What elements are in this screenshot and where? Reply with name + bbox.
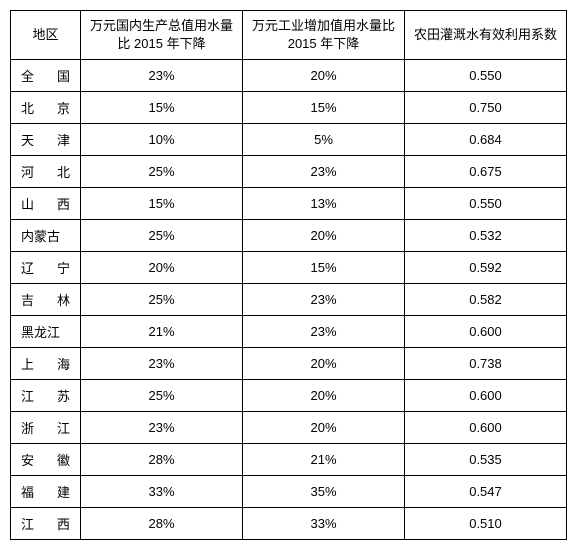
cell-gdp-water: 21% [81,316,243,348]
cell-industry-water: 20% [243,380,405,412]
cell-irrigation-coef: 0.684 [405,124,567,156]
cell-region: 河北 [11,156,81,188]
cell-industry-water: 23% [243,284,405,316]
table-row: 上海23%20%0.738 [11,348,567,380]
cell-industry-water: 33% [243,508,405,540]
table-row: 福建33%35%0.547 [11,476,567,508]
cell-gdp-water: 25% [81,284,243,316]
water-usage-table: 地区 万元国内生产总值用水量比 2015 年下降 万元工业增加值用水量比 201… [10,10,567,540]
cell-industry-water: 13% [243,188,405,220]
cell-region: 福建 [11,476,81,508]
col-irrigation-coef: 农田灌溉水有效利用系数 [405,11,567,60]
table-row: 全国23%20%0.550 [11,60,567,92]
cell-industry-water: 15% [243,252,405,284]
table-row: 河北25%23%0.675 [11,156,567,188]
cell-gdp-water: 25% [81,220,243,252]
cell-gdp-water: 10% [81,124,243,156]
cell-industry-water: 20% [243,412,405,444]
cell-region: 浙江 [11,412,81,444]
cell-gdp-water: 28% [81,508,243,540]
cell-region: 黑龙江 [11,316,81,348]
cell-industry-water: 21% [243,444,405,476]
cell-irrigation-coef: 0.600 [405,316,567,348]
cell-irrigation-coef: 0.738 [405,348,567,380]
table-header-row: 地区 万元国内生产总值用水量比 2015 年下降 万元工业增加值用水量比 201… [11,11,567,60]
table-row: 江西28%33%0.510 [11,508,567,540]
cell-irrigation-coef: 0.600 [405,412,567,444]
cell-region: 天津 [11,124,81,156]
cell-gdp-water: 23% [81,348,243,380]
cell-irrigation-coef: 0.550 [405,60,567,92]
cell-gdp-water: 20% [81,252,243,284]
table-row: 安徽28%21%0.535 [11,444,567,476]
cell-region: 江西 [11,508,81,540]
cell-region: 上海 [11,348,81,380]
cell-region: 辽宁 [11,252,81,284]
cell-irrigation-coef: 0.550 [405,188,567,220]
cell-industry-water: 20% [243,220,405,252]
cell-region: 江苏 [11,380,81,412]
table-row: 北京15%15%0.750 [11,92,567,124]
cell-region: 安徽 [11,444,81,476]
cell-industry-water: 15% [243,92,405,124]
cell-irrigation-coef: 0.535 [405,444,567,476]
col-industry-water: 万元工业增加值用水量比 2015 年下降 [243,11,405,60]
cell-gdp-water: 25% [81,380,243,412]
cell-irrigation-coef: 0.600 [405,380,567,412]
cell-industry-water: 20% [243,348,405,380]
cell-gdp-water: 25% [81,156,243,188]
table-row: 吉林25%23%0.582 [11,284,567,316]
cell-region: 北京 [11,92,81,124]
col-region: 地区 [11,11,81,60]
cell-gdp-water: 23% [81,412,243,444]
cell-industry-water: 35% [243,476,405,508]
cell-irrigation-coef: 0.592 [405,252,567,284]
col-gdp-water: 万元国内生产总值用水量比 2015 年下降 [81,11,243,60]
cell-gdp-water: 28% [81,444,243,476]
cell-region: 全国 [11,60,81,92]
cell-irrigation-coef: 0.582 [405,284,567,316]
cell-industry-water: 5% [243,124,405,156]
cell-gdp-water: 15% [81,188,243,220]
cell-irrigation-coef: 0.675 [405,156,567,188]
cell-industry-water: 20% [243,60,405,92]
cell-region: 吉林 [11,284,81,316]
cell-gdp-water: 33% [81,476,243,508]
table-row: 山西15%13%0.550 [11,188,567,220]
table-row: 浙江23%20%0.600 [11,412,567,444]
cell-irrigation-coef: 0.547 [405,476,567,508]
table-row: 辽宁20%15%0.592 [11,252,567,284]
cell-region: 山西 [11,188,81,220]
table-row: 天津10%5%0.684 [11,124,567,156]
cell-irrigation-coef: 0.510 [405,508,567,540]
table-row: 江苏25%20%0.600 [11,380,567,412]
table-row: 内蒙古25%20%0.532 [11,220,567,252]
table-row: 黑龙江21%23%0.600 [11,316,567,348]
cell-region: 内蒙古 [11,220,81,252]
cell-gdp-water: 15% [81,92,243,124]
cell-gdp-water: 23% [81,60,243,92]
cell-irrigation-coef: 0.750 [405,92,567,124]
cell-industry-water: 23% [243,316,405,348]
cell-irrigation-coef: 0.532 [405,220,567,252]
cell-industry-water: 23% [243,156,405,188]
